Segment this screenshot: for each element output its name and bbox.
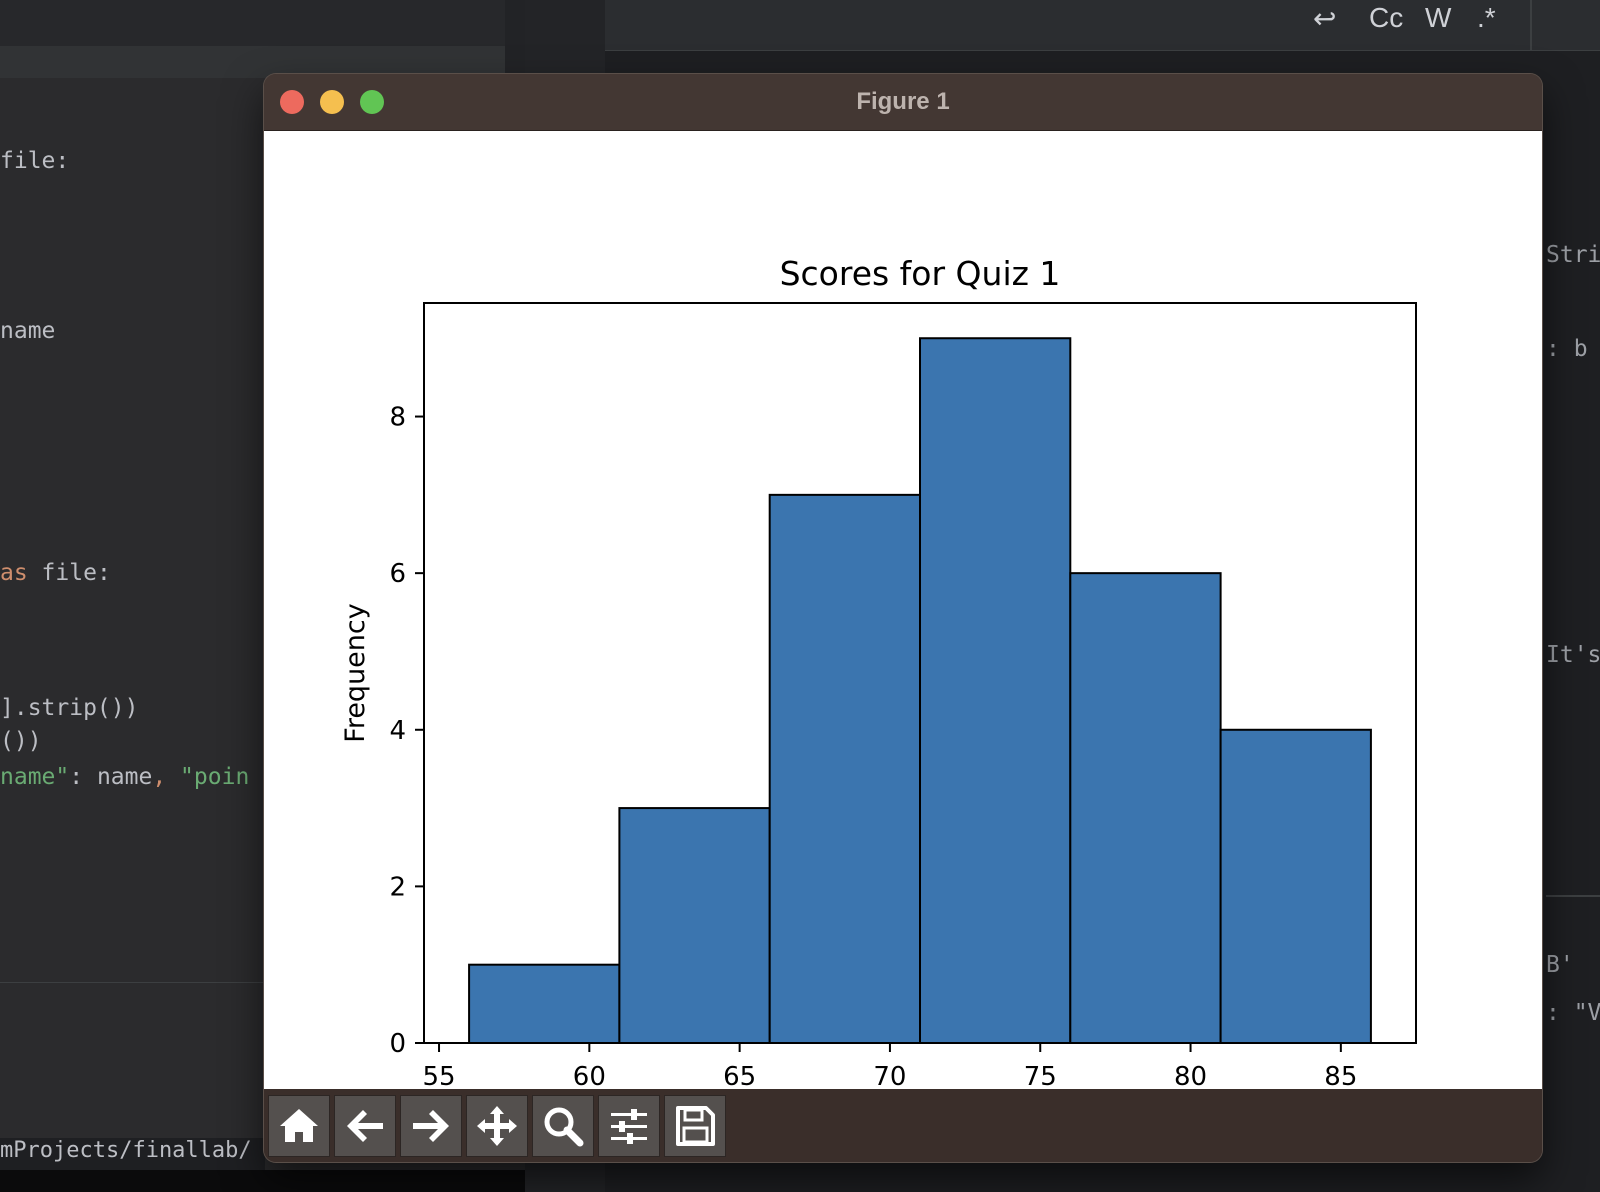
status-strip <box>0 1170 525 1192</box>
histogram-bar <box>1069 572 1222 1044</box>
code-line: It's <box>1546 642 1600 668</box>
histogram-bar <box>468 963 621 1044</box>
minimize-window-button[interactable] <box>320 90 344 114</box>
code-line: : "V <box>1546 1000 1600 1026</box>
terminal-path-text: mProjects/finallab/ <box>0 1138 252 1163</box>
code-punct: , <box>152 764 167 790</box>
zoom-button[interactable] <box>532 1095 594 1157</box>
code-string: name" <box>0 764 70 790</box>
forward-button[interactable] <box>400 1095 462 1157</box>
code-string: "poin <box>166 764 250 790</box>
figure-toolbar <box>264 1089 1542 1162</box>
find-bar: ↩ Cc W .* <box>605 0 1600 51</box>
x-tick-label: 70 <box>873 1062 906 1089</box>
code-line: ].strip()) <box>0 695 139 721</box>
y-tick-label: 0 <box>389 1029 406 1059</box>
arrow-left-icon <box>347 1110 383 1142</box>
editor-breadcrumb-bar <box>0 46 505 78</box>
arrow-right-icon <box>413 1110 449 1142</box>
code-line: Stri <box>1546 242 1600 268</box>
x-tick-label: 55 <box>422 1062 455 1089</box>
back-button[interactable] <box>334 1095 396 1157</box>
x-tick-label: 60 <box>573 1062 606 1089</box>
match-case-toggle[interactable]: Cc <box>1369 2 1404 33</box>
code-line: name": name, "poin <box>0 764 249 790</box>
code-line: : b <box>1546 336 1588 362</box>
home-button[interactable] <box>268 1095 330 1157</box>
code-line: file: <box>0 148 70 174</box>
code-keyword: as <box>0 560 28 586</box>
find-bar-divider <box>1530 0 1532 50</box>
figure-window[interactable]: Figure 1 55 60 65 70 75 80 85 0 2 4 6 8 Scores for… <box>264 74 1542 1162</box>
x-tick-label: 75 <box>1024 1062 1057 1089</box>
x-tick-label: 65 <box>723 1062 756 1089</box>
terminal-header <box>0 982 265 1068</box>
home-icon <box>280 1109 318 1142</box>
magnifier-icon <box>544 1107 584 1147</box>
histogram-bar <box>1219 728 1372 1044</box>
y-tick-label: 8 <box>389 403 406 433</box>
x-tick-label: 80 <box>1174 1062 1207 1089</box>
move-icon <box>477 1106 517 1146</box>
pan-button[interactable] <box>466 1095 528 1157</box>
histogram-bar <box>919 337 1072 1044</box>
maximize-window-button[interactable] <box>360 90 384 114</box>
y-tick-label: 4 <box>389 716 406 746</box>
save-button[interactable] <box>664 1095 726 1157</box>
axes-frame <box>423 302 1417 1044</box>
sliders-icon <box>611 1109 647 1144</box>
y-tick-label: 2 <box>389 872 406 902</box>
histogram-bar <box>768 493 921 1044</box>
code-line: ()) <box>0 728 42 754</box>
floppy-disk-icon <box>676 1106 715 1146</box>
code-text: file: <box>27 560 111 586</box>
y-axis-label: Frequency <box>340 603 371 743</box>
editor-tab-bar <box>0 0 505 47</box>
y-tick-label: 6 <box>389 559 406 589</box>
panel-divider <box>1546 895 1600 897</box>
window-titlebar[interactable]: Figure 1 <box>264 74 1542 131</box>
close-window-button[interactable] <box>280 90 304 114</box>
editor-scroll-strip <box>505 0 525 80</box>
configure-subplots-button[interactable] <box>598 1095 660 1157</box>
code-line: as file: <box>0 560 111 586</box>
code-line: name <box>0 318 56 344</box>
histogram-bar <box>618 807 771 1044</box>
regex-toggle[interactable]: .* <box>1477 2 1496 33</box>
chart-title: Scores for Quiz 1 <box>780 254 1061 293</box>
x-tick-label: 85 <box>1324 1062 1357 1089</box>
whole-words-toggle[interactable]: W <box>1425 2 1452 33</box>
code-text: : name <box>69 764 153 790</box>
preserve-case-toggle[interactable]: ↩ <box>1313 3 1337 34</box>
code-line: B' <box>1546 952 1574 978</box>
window-title: Figure 1 <box>856 88 950 115</box>
